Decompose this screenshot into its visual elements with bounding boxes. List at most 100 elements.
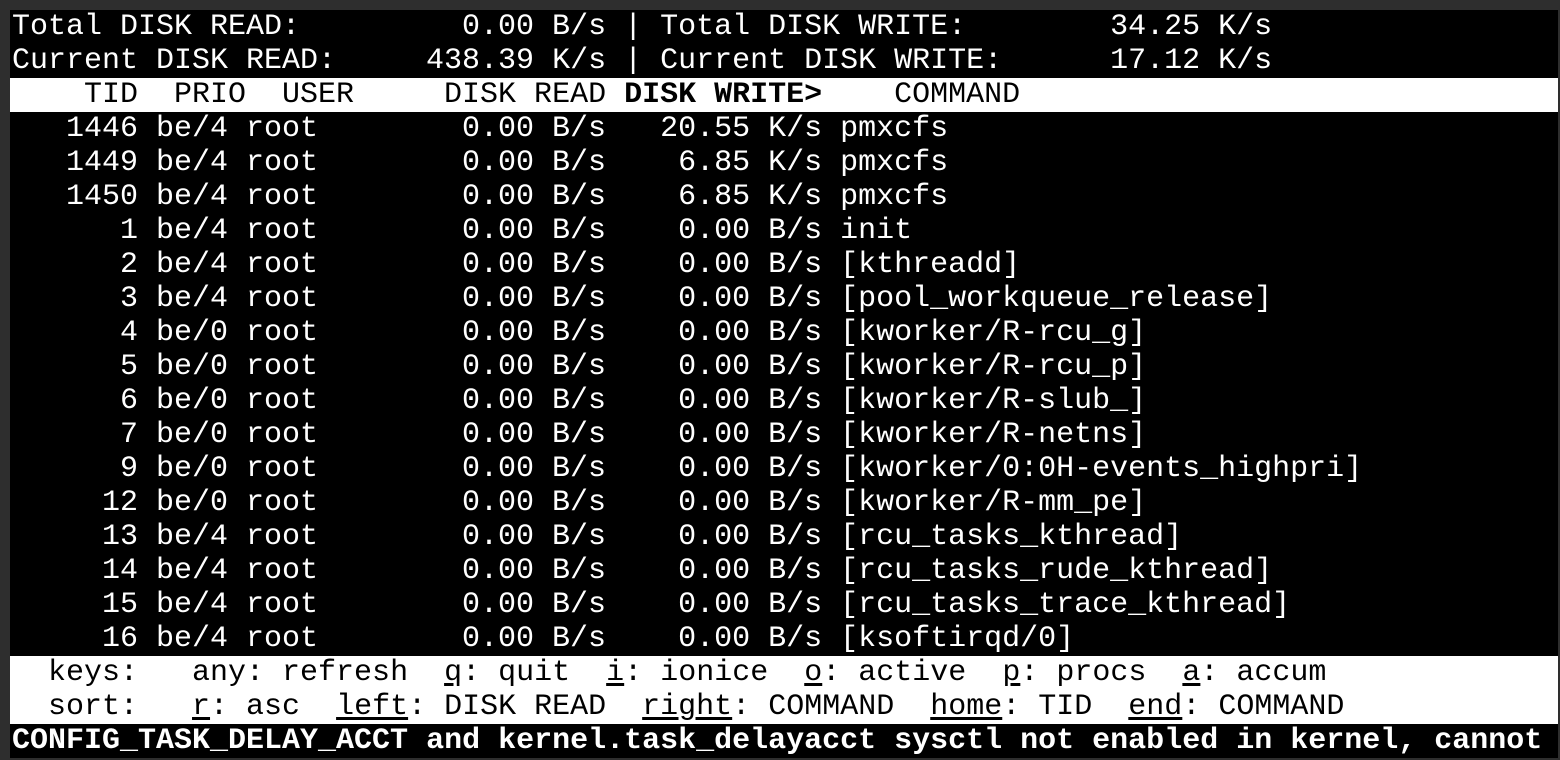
keys-item-i[interactable]: i: ionice: [606, 656, 769, 690]
row-disk-read: 0.00 B/s: [462, 520, 607, 554]
row-user: root: [246, 622, 319, 656]
process-row[interactable]: 7 be/0 root 0.00 B/s 0.00 B/s [kworker/R-netn…: [10, 418, 1558, 452]
separator: |: [624, 44, 643, 78]
row-user: root: [246, 588, 319, 622]
row-command: [kworker/R-slub_]: [840, 384, 1147, 418]
shortcut-key: home: [930, 690, 1003, 724]
row-disk-read: 0.00 B/s: [462, 452, 607, 486]
row-disk-read: 0.00 B/s: [462, 316, 607, 350]
row-prio: be/0: [156, 350, 229, 384]
row-command: [ksoftirqd/0]: [840, 622, 1075, 656]
shortcut-key: i: [606, 656, 625, 690]
column-command[interactable]: COMMAND: [894, 78, 1021, 112]
process-row[interactable]: 4 be/0 root 0.00 B/s 0.00 B/s [kworker/R-rcu_…: [10, 316, 1558, 350]
sort-item-end[interactable]: end: COMMAND: [1128, 690, 1345, 724]
row-tid: 6: [120, 384, 139, 418]
process-row[interactable]: 5 be/0 root 0.00 B/s 0.00 B/s [kworker/R-rcu_…: [10, 350, 1558, 384]
row-user: root: [246, 146, 319, 180]
process-row[interactable]: 1 be/4 root 0.00 B/s 0.00 B/s init: [10, 214, 1558, 248]
status-message: CONFIG_TASK_DELAY_ACCT and kernel.task_d…: [12, 724, 1543, 758]
total-read-label: Total DISK READ:: [12, 10, 301, 44]
row-command: [kworker/R-rcu_p]: [840, 350, 1147, 384]
sort-item-home[interactable]: home: TID: [930, 690, 1093, 724]
row-prio: be/4: [156, 214, 229, 248]
process-row[interactable]: 2 be/4 root 0.00 B/s 0.00 B/s [kthreadd]: [10, 248, 1558, 282]
sort-label: sort:: [48, 690, 139, 724]
shortcut-key: left: [336, 690, 409, 724]
row-prio: be/0: [156, 384, 229, 418]
keys-item-p[interactable]: p: procs: [1002, 656, 1147, 690]
sort-item-right[interactable]: right: COMMAND: [642, 690, 895, 724]
shortcut-key: q: [444, 656, 463, 690]
shortcut-desc: TID: [1038, 690, 1093, 724]
keys-item-o[interactable]: o: active: [804, 656, 967, 690]
shortcut-desc: refresh: [282, 656, 409, 690]
column-disk-read[interactable]: DISK READ: [444, 78, 607, 112]
row-command: init: [840, 214, 913, 248]
row-prio: be/4: [156, 112, 229, 146]
row-prio: be/4: [156, 180, 229, 214]
process-row[interactable]: 13 be/4 root 0.00 B/s 0.00 B/s [rcu_tasks_kth…: [10, 520, 1558, 554]
process-row[interactable]: 12 be/0 root 0.00 B/s 0.00 B/s [kworker/R-mm_…: [10, 486, 1558, 520]
row-disk-read: 0.00 B/s: [462, 554, 607, 588]
shortcut-desc: quit: [498, 656, 571, 690]
row-command: [rcu_tasks_kthread]: [840, 520, 1183, 554]
row-disk-read: 0.00 B/s: [462, 282, 607, 316]
shortcut-desc: COMMAND: [768, 690, 895, 724]
row-tid: 16: [102, 622, 139, 656]
row-disk-write: 0.00 B/s: [678, 248, 823, 282]
current-write-value: 17.12 K/s: [1110, 44, 1273, 78]
total-io-line: Total DISK READ: 0.00 B/s | Total DISK WRIT…: [10, 10, 1558, 44]
process-row[interactable]: 15 be/4 root 0.00 B/s 0.00 B/s [rcu_tasks_tra…: [10, 588, 1558, 622]
row-tid: 1: [120, 214, 139, 248]
row-tid: 12: [102, 486, 139, 520]
process-row[interactable]: 14 be/4 root 0.00 B/s 0.00 B/s [rcu_tasks_rud…: [10, 554, 1558, 588]
total-read-value: 0.00 B/s: [462, 10, 607, 44]
row-prio: be/4: [156, 146, 229, 180]
keys-item-q[interactable]: q: quit: [444, 656, 571, 690]
current-read-label: Current DISK READ:: [12, 44, 337, 78]
row-disk-read: 0.00 B/s: [462, 350, 607, 384]
row-user: root: [246, 248, 319, 282]
column-user[interactable]: USER: [282, 78, 355, 112]
keys-item-any[interactable]: any: refresh: [192, 656, 409, 690]
column-prio[interactable]: PRIO: [174, 78, 247, 112]
process-row[interactable]: 9 be/0 root 0.00 B/s 0.00 B/s [kworker/0:0H-e…: [10, 452, 1558, 486]
row-command: pmxcfs: [840, 146, 949, 180]
shortcut-desc: COMMAND: [1218, 690, 1345, 724]
row-command: [kworker/R-rcu_g]: [840, 316, 1147, 350]
process-row[interactable]: 16 be/4 root 0.00 B/s 0.00 B/s [ksoftirqd/0]: [10, 622, 1558, 656]
process-row[interactable]: 3 be/4 root 0.00 B/s 0.00 B/s [pool_workqueue…: [10, 282, 1558, 316]
row-command: [kworker/R-mm_pe]: [840, 486, 1147, 520]
row-prio: be/4: [156, 282, 229, 316]
row-disk-read: 0.00 B/s: [462, 112, 607, 146]
column-tid[interactable]: TID: [84, 78, 139, 112]
process-row[interactable]: 1449 be/4 root 0.00 B/s 6.85 K/s pmxcfs: [10, 146, 1558, 180]
row-command: [rcu_tasks_rude_kthread]: [840, 554, 1273, 588]
row-tid: 13: [102, 520, 139, 554]
column-disk-write[interactable]: DISK WRITE>: [624, 78, 823, 112]
row-disk-read: 0.00 B/s: [462, 486, 607, 520]
process-row[interactable]: 1450 be/4 root 0.00 B/s 6.85 K/s pmxcfs: [10, 180, 1558, 214]
row-disk-read: 0.00 B/s: [462, 214, 607, 248]
iotop-terminal[interactable]: Total DISK READ: 0.00 B/s | Total DISK WRIT…: [10, 10, 1558, 758]
row-user: root: [246, 350, 319, 384]
shortcut-key: o: [804, 656, 823, 690]
shortcut-key: any: [192, 656, 247, 690]
row-prio: be/4: [156, 520, 229, 554]
sort-item-r[interactable]: r: asc: [192, 690, 301, 724]
process-row[interactable]: 6 be/0 root 0.00 B/s 0.00 B/s [kworker/R-slub…: [10, 384, 1558, 418]
row-prio: be/4: [156, 622, 229, 656]
keys-item-a[interactable]: a: accum: [1182, 656, 1327, 690]
row-disk-write: 6.85 K/s: [678, 146, 823, 180]
process-row[interactable]: 1446 be/4 root 0.00 B/s 20.55 K/s pmxcfs: [10, 112, 1558, 146]
sort-item-left[interactable]: left: DISK READ: [336, 690, 607, 724]
row-prio: be/0: [156, 418, 229, 452]
total-write-value: 34.25 K/s: [1110, 10, 1273, 44]
row-user: root: [246, 520, 319, 554]
row-disk-write: 0.00 B/s: [678, 384, 823, 418]
current-write-label: Current DISK WRITE:: [660, 44, 1003, 78]
shortcut-desc: DISK READ: [444, 690, 607, 724]
row-tid: 4: [120, 316, 139, 350]
row-command: pmxcfs: [840, 180, 949, 214]
